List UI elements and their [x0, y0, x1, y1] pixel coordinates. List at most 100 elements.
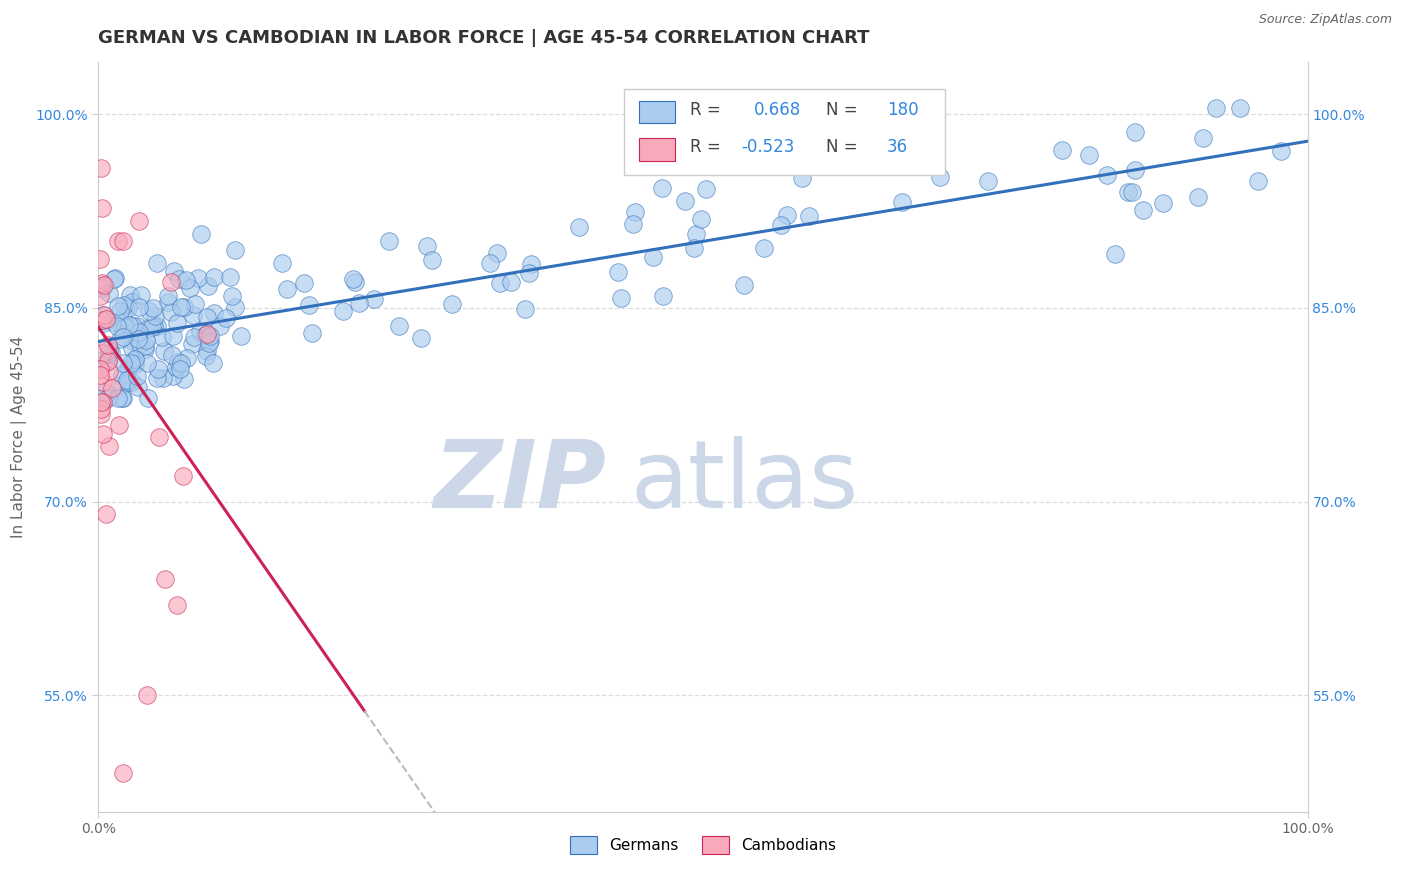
- Point: [298, 298, 321, 312]
- Text: Source: ZipAtlas.com: Source: ZipAtlas.com: [1258, 13, 1392, 27]
- Point: [150, 330, 173, 344]
- Point: [169, 272, 191, 286]
- Point: [179, 280, 201, 294]
- Point: [1192, 131, 1215, 145]
- Point: [108, 418, 131, 433]
- Point: [91, 316, 114, 330]
- Point: [153, 344, 176, 359]
- Text: N =: N =: [827, 138, 858, 156]
- Point: [198, 335, 221, 350]
- Point: [1116, 185, 1139, 199]
- Point: [187, 270, 209, 285]
- Point: [173, 372, 195, 386]
- Y-axis label: In Labor Force | Age 45-54: In Labor Force | Age 45-54: [11, 336, 27, 538]
- Point: [224, 243, 246, 257]
- Point: [301, 326, 323, 341]
- Text: 180: 180: [887, 101, 918, 119]
- Point: [1104, 247, 1126, 261]
- Point: [513, 301, 536, 316]
- Point: [141, 319, 163, 334]
- Point: [128, 325, 150, 339]
- Point: [166, 598, 188, 612]
- Point: [769, 218, 792, 232]
- Point: [129, 288, 152, 302]
- Point: [121, 341, 143, 355]
- Point: [93, 278, 115, 293]
- Point: [174, 273, 197, 287]
- Point: [118, 288, 141, 302]
- Point: [100, 381, 122, 395]
- Point: [148, 430, 170, 444]
- Point: [134, 339, 156, 353]
- FancyBboxPatch shape: [638, 138, 675, 161]
- Point: [97, 392, 120, 406]
- Point: [112, 392, 135, 406]
- Point: [120, 356, 142, 370]
- Point: [1123, 163, 1146, 178]
- Point: [200, 334, 222, 348]
- Point: [103, 272, 125, 286]
- Point: [292, 276, 315, 290]
- Point: [94, 507, 117, 521]
- Point: [1229, 101, 1251, 115]
- Point: [90, 401, 112, 416]
- Point: [93, 308, 115, 322]
- Point: [91, 281, 114, 295]
- Point: [695, 182, 717, 196]
- Point: [112, 356, 135, 370]
- Point: [181, 308, 204, 322]
- Point: [122, 319, 145, 334]
- Point: [568, 220, 591, 235]
- Point: [162, 368, 184, 383]
- Point: [98, 351, 121, 365]
- Point: [752, 241, 775, 255]
- Point: [91, 308, 114, 322]
- Point: [127, 332, 149, 346]
- Text: N =: N =: [827, 101, 858, 119]
- Point: [146, 361, 169, 376]
- Point: [107, 234, 129, 248]
- Point: [1077, 148, 1099, 162]
- Point: [169, 300, 191, 314]
- Point: [91, 394, 114, 409]
- Point: [343, 275, 366, 289]
- Point: [94, 312, 117, 326]
- Point: [195, 343, 218, 358]
- Point: [184, 296, 207, 310]
- Point: [202, 356, 225, 370]
- Text: R =: R =: [690, 101, 720, 119]
- Point: [117, 361, 139, 376]
- Point: [1097, 168, 1119, 182]
- FancyBboxPatch shape: [638, 101, 675, 123]
- Point: [127, 318, 149, 333]
- Point: [112, 311, 135, 326]
- Point: [181, 337, 204, 351]
- Point: [128, 214, 150, 228]
- Point: [221, 288, 243, 302]
- Point: [165, 360, 187, 375]
- Point: [440, 296, 463, 310]
- Point: [142, 301, 165, 316]
- Point: [112, 298, 135, 312]
- Text: atlas: atlas: [630, 436, 859, 528]
- Point: [173, 300, 195, 314]
- Point: [499, 275, 522, 289]
- Point: [143, 309, 166, 323]
- Point: [202, 269, 225, 284]
- Point: [134, 333, 156, 347]
- Point: [790, 170, 813, 185]
- Point: [610, 291, 633, 305]
- Point: [121, 334, 143, 348]
- Point: [91, 346, 114, 360]
- Point: [97, 338, 120, 352]
- Point: [94, 356, 117, 370]
- Point: [683, 241, 706, 255]
- Point: [124, 357, 146, 371]
- Point: [114, 319, 136, 334]
- Point: [143, 318, 166, 333]
- Point: [176, 351, 198, 365]
- Point: [136, 356, 159, 370]
- Point: [169, 356, 191, 370]
- Point: [127, 368, 149, 383]
- Point: [1270, 144, 1292, 158]
